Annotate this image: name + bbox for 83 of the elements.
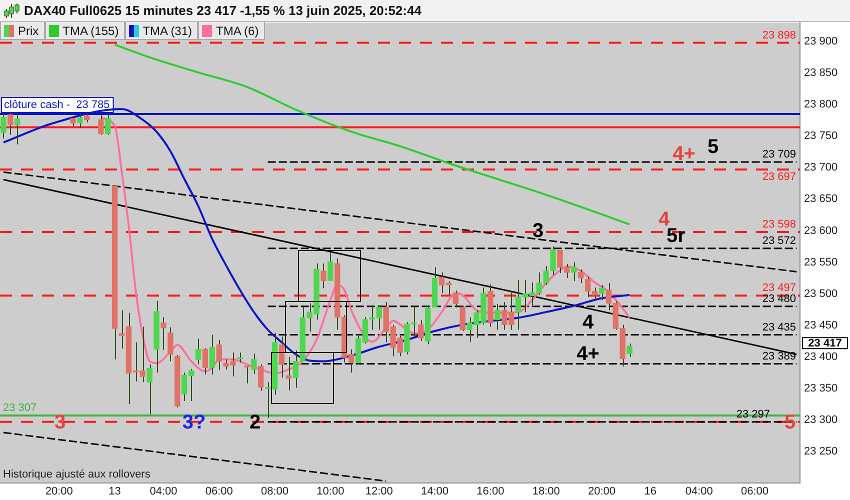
- candlestick: [237, 352, 243, 364]
- x-tick-label: 13: [108, 486, 121, 498]
- candlestick: [460, 305, 466, 332]
- candlestick: [626, 343, 632, 358]
- annotation: 23 572: [762, 234, 796, 247]
- x-tick-label: 16:00: [476, 486, 504, 498]
- y-tick-label: 23 750: [804, 130, 838, 142]
- candlestick: [328, 252, 334, 282]
- x-tick-label: 04:00: [685, 486, 713, 498]
- candlestick: [0, 112, 6, 140]
- y-tick-label: 23 600: [804, 224, 838, 237]
- y-tick-label: 23 850: [804, 67, 838, 80]
- legend-label: TMA (6): [216, 24, 259, 38]
- candlestick: [286, 356, 292, 391]
- x-tick-label: 04:00: [150, 486, 178, 498]
- x-tick-label: 14:00: [421, 486, 449, 498]
- legend-label: TMA (155): [62, 24, 119, 38]
- candlestick: [77, 114, 83, 128]
- ref-line-label: 23 898: [762, 29, 796, 42]
- y-tick-label: 23 450: [804, 319, 838, 332]
- ref-line-label: 23 307: [3, 402, 37, 414]
- y-tick-label: 23 400: [804, 350, 838, 363]
- candlestick: [244, 366, 250, 384]
- candlestick: [104, 114, 111, 136]
- annotation: 3?: [182, 411, 206, 434]
- x-tick-label: 06:00: [741, 486, 769, 498]
- x-tick-label: 08:00: [261, 486, 289, 498]
- annotation: Historique ajusté aux rollovers: [3, 468, 151, 481]
- ref-line-label: clôture cash - 23 785: [4, 99, 110, 112]
- annotation: 23 709: [762, 148, 796, 161]
- candlestick: [202, 348, 208, 376]
- y-tick-label: 23 650: [804, 193, 838, 206]
- candlestick: [146, 364, 152, 415]
- y-tick-label: 23 700: [804, 162, 838, 174]
- ref-line-label: 23 697: [762, 171, 796, 184]
- candlestick: [452, 290, 458, 308]
- candlestick: [98, 114, 104, 136]
- x-tick-label: 12:00: [365, 486, 393, 498]
- annotation: 3: [54, 411, 66, 434]
- y-tick-label: 23 300: [804, 414, 838, 426]
- candlestick: [418, 320, 424, 342]
- candlestick: [195, 338, 202, 365]
- candlestick: [494, 303, 500, 330]
- text: 23 417: [808, 338, 842, 350]
- x-tick-label: 20:00: [588, 486, 616, 498]
- x-tick-label: 18:00: [532, 486, 560, 498]
- x-tick-label: 20:00: [45, 486, 73, 498]
- candlestick: [571, 262, 577, 282]
- y-tick-label: 23 500: [804, 288, 838, 300]
- legend-label: TMA (31): [142, 24, 192, 38]
- y-tick-label: 23 900: [804, 36, 838, 48]
- candlestick: [251, 353, 257, 374]
- annotation: 4+: [672, 142, 696, 165]
- candlestick: [216, 339, 222, 371]
- candlestick: [278, 336, 285, 378]
- ref-line-label: 23 598: [762, 218, 796, 231]
- candlestick: [598, 284, 605, 301]
- y-tick-label: 23 550: [804, 256, 838, 268]
- annotation: 23 435: [762, 321, 796, 334]
- y-tick-label: 23 250: [804, 445, 838, 458]
- candlestick: [160, 316, 166, 350]
- candlestick: [8, 112, 14, 136]
- x-tick-label: 06:00: [205, 486, 233, 498]
- x-tick-label: 10:00: [316, 486, 344, 498]
- y-tick-label: 23 800: [804, 98, 838, 111]
- chart-title: DAX40 Full0625 15 minutes 23 417 -1,55 % 13 juin 2025, 20:52:44: [24, 3, 422, 18]
- candlestick: [209, 334, 216, 376]
- ref-line-label: 23 497: [762, 282, 796, 294]
- candlestick: [70, 115, 76, 127]
- x-tick-label: 16: [644, 486, 657, 498]
- y-tick-label: 23 350: [804, 382, 838, 394]
- candlestick: [258, 364, 264, 392]
- candlestick: [168, 326, 174, 362]
- annotation: 3: [532, 220, 544, 242]
- candlestick: [550, 246, 556, 276]
- candlestick: [578, 268, 584, 284]
- candlestick: [14, 112, 20, 145]
- annotation: 23 480: [762, 292, 796, 305]
- candlestick: [320, 263, 326, 289]
- legend-label: Prix: [18, 24, 39, 38]
- annotation: 4+: [576, 342, 600, 365]
- annotation: 5: [707, 136, 719, 158]
- annotation: 4: [582, 311, 594, 334]
